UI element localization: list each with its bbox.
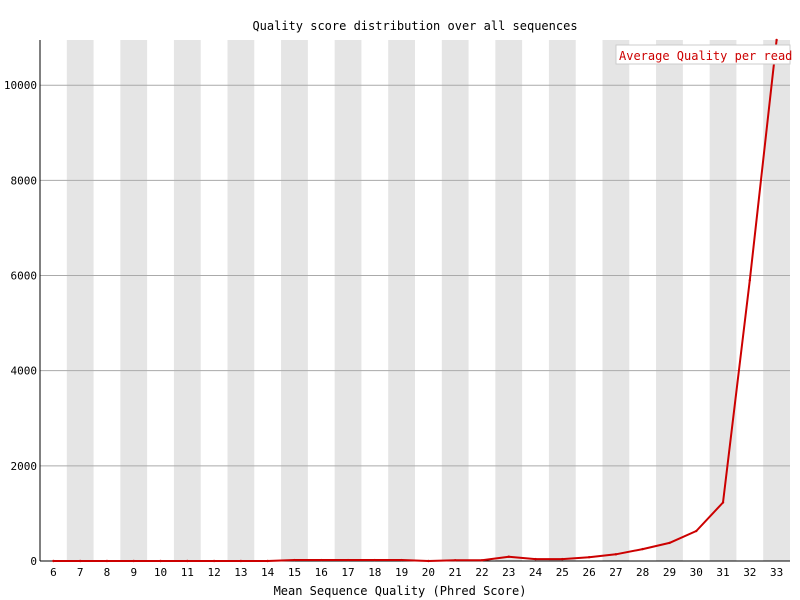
data-point bbox=[373, 558, 377, 562]
x-tick-label: 8 bbox=[104, 566, 111, 579]
data-point bbox=[239, 559, 243, 563]
data-point bbox=[320, 558, 323, 562]
column-stripe bbox=[227, 40, 255, 561]
series-layer bbox=[52, 38, 778, 563]
column-stripe bbox=[548, 40, 576, 561]
x-axis-label: Mean Sequence Quality (Phred Score) bbox=[274, 584, 527, 598]
x-tick-label: 16 bbox=[315, 566, 328, 579]
legend-box bbox=[615, 44, 791, 65]
x-tick-label: 15 bbox=[288, 566, 301, 579]
data-point bbox=[721, 501, 725, 504]
data-point bbox=[748, 279, 752, 282]
data-point bbox=[534, 557, 537, 561]
column-stripe bbox=[709, 40, 737, 561]
data-point bbox=[480, 559, 484, 562]
data-point bbox=[52, 559, 55, 563]
data-point bbox=[453, 559, 457, 562]
x-tick-label: 17 bbox=[341, 566, 354, 579]
x-tick-label: 24 bbox=[529, 566, 543, 579]
data-point bbox=[695, 529, 698, 533]
x-tick-label: 19 bbox=[395, 566, 408, 579]
y-tick-labels: 0 2000 4000 6000 8000 10000 bbox=[4, 79, 37, 568]
y-tick-label: 8000 bbox=[11, 174, 38, 187]
legend: Average Quality per read bbox=[615, 44, 792, 65]
data-point bbox=[775, 38, 778, 42]
x-tick-label: 7 bbox=[77, 566, 84, 579]
chart-title: Quality score distribution over all sequ… bbox=[252, 19, 577, 33]
series-line bbox=[53, 39, 778, 562]
column-stripe bbox=[281, 40, 308, 561]
x-tick-label: 32 bbox=[743, 566, 756, 579]
data-point bbox=[641, 547, 644, 551]
gridlines bbox=[40, 84, 790, 467]
data-point bbox=[132, 559, 135, 563]
x-tick-label: 14 bbox=[261, 566, 275, 579]
column-stripe bbox=[120, 40, 148, 561]
data-point bbox=[266, 559, 269, 563]
x-tick-label: 10 bbox=[154, 566, 167, 579]
x-tick-label: 9 bbox=[130, 566, 137, 579]
x-tick-label: 33 bbox=[770, 566, 783, 579]
x-tick-label: 18 bbox=[368, 566, 381, 579]
column-stripe bbox=[66, 40, 94, 561]
x-tick-label: 31 bbox=[716, 566, 729, 579]
data-point bbox=[186, 559, 189, 563]
x-tick-label: 25 bbox=[556, 566, 569, 579]
data-point bbox=[78, 559, 82, 563]
column-stripe bbox=[656, 40, 683, 561]
y-tick-label: 10000 bbox=[4, 79, 37, 92]
data-point bbox=[346, 558, 350, 562]
data-point bbox=[507, 555, 510, 558]
data-point bbox=[561, 557, 564, 561]
column-stripe bbox=[334, 40, 362, 561]
data-point bbox=[668, 541, 671, 545]
x-tick-label: 13 bbox=[234, 566, 247, 579]
column-stripe bbox=[602, 40, 630, 561]
data-point bbox=[427, 559, 430, 563]
x-tick-labels: 6 7 8 9 10 11 12 13 14 15 16 17 18 19 20 21 22 23 24 25 26 27… bbox=[50, 566, 783, 579]
x-tick-label: 22 bbox=[475, 566, 488, 579]
column-stripe bbox=[388, 40, 415, 561]
data-point bbox=[212, 559, 216, 563]
data-point bbox=[587, 555, 591, 559]
x-tick-label: 29 bbox=[663, 566, 676, 579]
x-tick-label: 27 bbox=[609, 566, 622, 579]
x-tick-label: 26 bbox=[582, 566, 595, 579]
column-stripe bbox=[495, 40, 523, 561]
legend-label: Average Quality per read bbox=[619, 49, 792, 63]
y-tick-label: 6000 bbox=[11, 270, 38, 283]
data-point bbox=[159, 559, 162, 563]
x-tick-label: 23 bbox=[502, 566, 515, 579]
x-tick-label: 21 bbox=[449, 566, 462, 579]
x-tick-label: 6 bbox=[50, 566, 57, 579]
x-tick-label: 12 bbox=[207, 566, 220, 579]
column-stripes bbox=[66, 40, 790, 561]
data-point bbox=[614, 553, 618, 556]
data-point bbox=[400, 558, 403, 562]
y-tick-label: 4000 bbox=[11, 365, 38, 378]
y-tick-label: 0 bbox=[30, 555, 37, 568]
x-tick-label: 20 bbox=[422, 566, 435, 579]
x-tick-label: 30 bbox=[690, 566, 703, 579]
x-tick-label: 11 bbox=[181, 566, 194, 579]
column-stripe bbox=[173, 40, 201, 561]
x-tick-label: 28 bbox=[636, 566, 649, 579]
column-stripe bbox=[441, 40, 469, 561]
y-tick-label: 2000 bbox=[11, 460, 38, 473]
data-point bbox=[293, 558, 296, 562]
data-point bbox=[105, 559, 109, 563]
